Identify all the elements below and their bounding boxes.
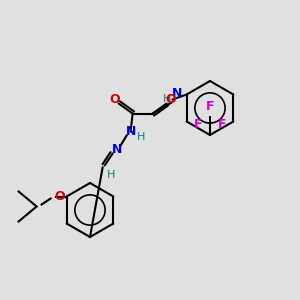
Text: N: N xyxy=(171,87,182,100)
Text: O: O xyxy=(109,93,120,106)
Text: F: F xyxy=(206,100,214,112)
Text: F: F xyxy=(194,118,202,130)
Text: N: N xyxy=(111,143,122,156)
Text: N: N xyxy=(125,125,136,138)
Text: O: O xyxy=(54,190,65,203)
Text: H: H xyxy=(162,94,171,104)
Text: H: H xyxy=(106,170,115,181)
Text: O: O xyxy=(165,93,176,106)
Text: F: F xyxy=(218,118,226,130)
Text: H: H xyxy=(136,131,145,142)
